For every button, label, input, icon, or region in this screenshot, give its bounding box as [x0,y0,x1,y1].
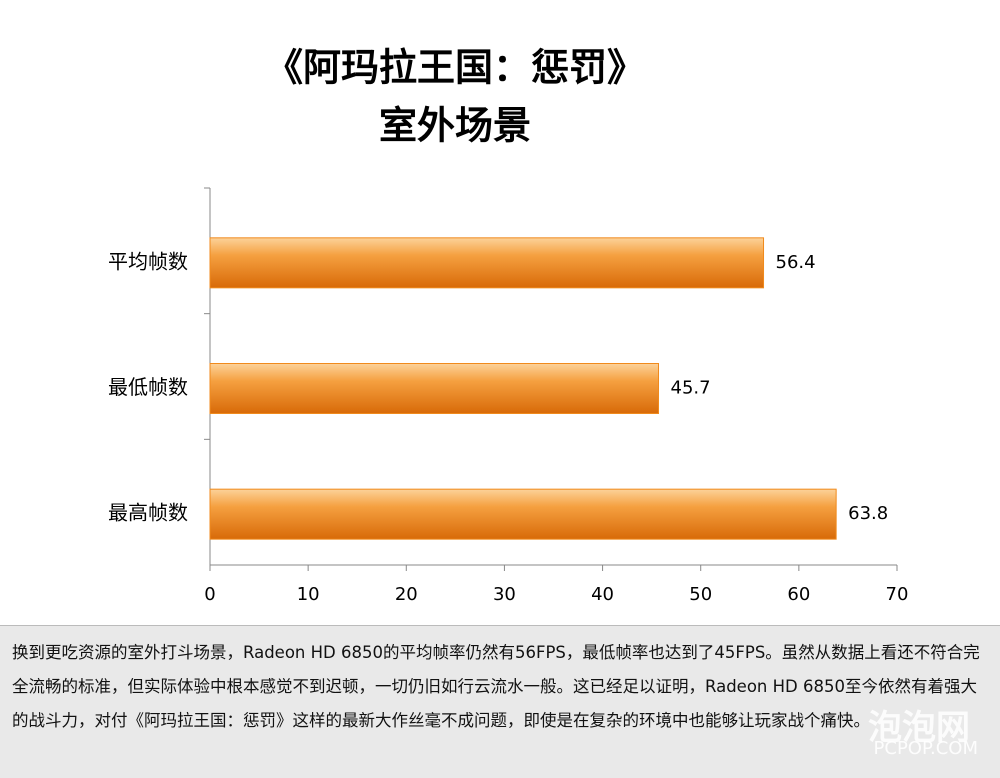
chart: 《阿玛拉王国：惩罚》 室外场景 0 10 20 30 40 50 60 70 平均帧数 56.4 最… [108,46,909,606]
caption: 换到更吃资源的室外打斗场景，Radeon HD 6850的平均帧率仍然有56FP… [0,625,1000,778]
bar [209,363,660,414]
value-label: 63.8 [848,503,888,524]
y-tick-label: 最低帧数 [108,375,188,399]
bar [209,237,765,289]
chart-subtitle: 室外场景 [379,104,531,148]
x-tick-label: 40 [591,584,614,605]
x-tick-label: 60 [787,584,810,605]
x-tick-label: 70 [886,584,909,605]
chart-title: 《阿玛拉王国：惩罚》 [265,46,645,90]
watermark-url: PCPOP.COM [873,738,978,759]
bar [209,488,837,540]
x-tick-label: 20 [395,584,418,605]
value-label: 56.4 [776,252,816,273]
x-tick-label: 10 [297,584,320,605]
y-tick-label: 最高帧数 [108,501,188,525]
watermark-name: 泡泡网 [868,708,970,748]
value-label: 45.7 [671,378,711,399]
y-tick-label: 平均帧数 [108,249,188,273]
x-tick-label: 50 [689,584,712,605]
x-tick-label: 0 [204,584,215,605]
x-tick-label: 30 [493,584,516,605]
